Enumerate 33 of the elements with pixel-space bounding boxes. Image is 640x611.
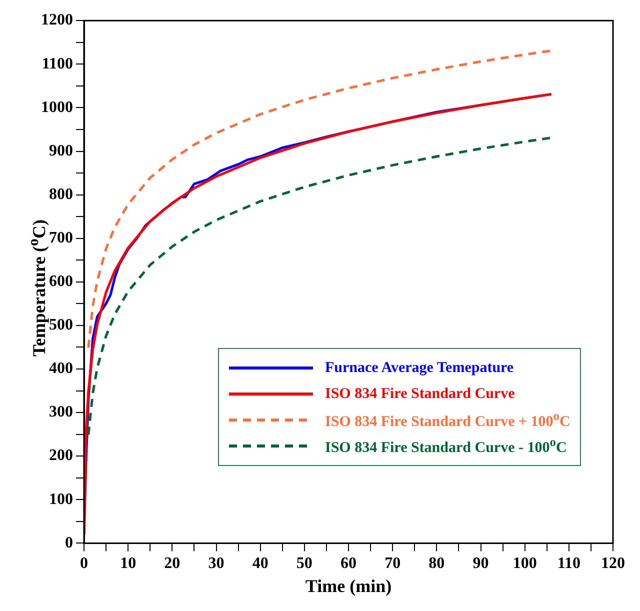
y-tick-label: 600 [49, 273, 73, 290]
x-tick-label: 10 [120, 554, 136, 572]
y-tick-label: 400 [49, 360, 73, 378]
x-tick-label: 60 [340, 554, 356, 572]
y-tick-label: 800 [49, 186, 73, 203]
x-tick-label: 30 [208, 554, 224, 572]
y-tick-label: 0 [65, 534, 73, 552]
x-tick-label: 80 [428, 554, 445, 572]
text: ISO 834 Fire Standard Curve - 100$^{o}$C [325, 435, 567, 457]
x-tick-label: 50 [296, 554, 312, 572]
line-series [87, 136, 553, 436]
text: ISO 834 Fire Standard Curve [325, 386, 515, 402]
y-tick-label: 100 [49, 490, 73, 508]
x-tick-label: 20 [164, 554, 180, 572]
line-series [87, 49, 553, 349]
y-tick-label: 700 [49, 229, 73, 246]
x-tick-label: 70 [384, 554, 401, 572]
y-tick-label: 1000 [41, 98, 73, 116]
x-tick-label: 110 [557, 554, 580, 572]
y-tick-label: 900 [49, 142, 73, 160]
text: ISO 834 Fire Standard Curve + 100$^{o}$C [325, 409, 570, 431]
x-tick-label: 100 [512, 554, 537, 572]
y-tick-label: 1100 [42, 55, 73, 72]
x-tick-label: 90 [472, 554, 489, 572]
x-axis-title: Time (min) [305, 576, 392, 596]
y-tick-label: 200 [49, 447, 73, 464]
x-tick-label: 0 [80, 554, 88, 572]
y-tick-label: 500 [49, 316, 73, 334]
x-tick-label: 40 [252, 554, 268, 572]
y-tick-label: 1200 [41, 12, 73, 29]
x-tick-label: 120 [601, 554, 625, 572]
y-tick-label: 300 [49, 404, 73, 421]
text: Furnace Average Temepature [325, 360, 514, 376]
